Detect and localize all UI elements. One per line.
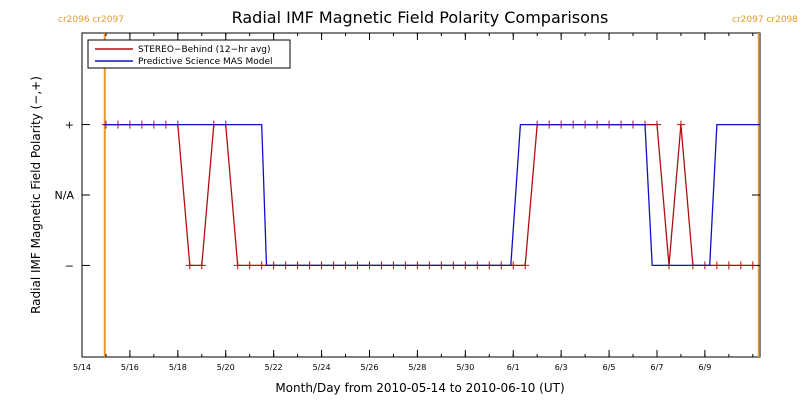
stereo-data-point bbox=[197, 261, 206, 270]
y-tick-label: N/A bbox=[55, 189, 75, 202]
series-layer bbox=[101, 120, 760, 270]
y-tick-label: + bbox=[65, 119, 74, 132]
x-tick-label: 6/7 bbox=[651, 363, 664, 372]
stereo-data-point bbox=[185, 261, 194, 270]
x-tick-label: 5/26 bbox=[361, 363, 379, 372]
stereo-data-point bbox=[521, 261, 530, 270]
x-axis-label: Month/Day from 2010-05-14 to 2010-06-10 … bbox=[275, 381, 564, 395]
carrington-label-0: cr2096 cr2097 bbox=[58, 15, 124, 25]
y-axis-ticks: + N/A − bbox=[55, 119, 760, 272]
x-axis-ticks: 5/14 5/16 5/18 5/20 5/22 5/24 5/26 5/28 5/30 6/1 6… bbox=[73, 33, 754, 372]
legend: STEREO−Behind (12−hr avg) Predictive Scie… bbox=[87, 39, 291, 69]
stereo-data-point bbox=[257, 261, 266, 270]
legend-label: STEREO−Behind (12−hr avg) bbox=[138, 45, 271, 55]
chart-title: Radial IMF Magnetic Field Polarity Compa… bbox=[232, 8, 609, 27]
x-tick-label: 5/24 bbox=[313, 363, 331, 372]
x-tick-label: 5/18 bbox=[169, 363, 187, 372]
y-axis-label: Radial IMF Magnetic Field Polarity (−,+) bbox=[29, 76, 43, 314]
stereo-data-point bbox=[748, 261, 757, 270]
legend-box bbox=[87, 39, 291, 69]
x-tick-label: 5/14 bbox=[73, 363, 91, 372]
y-tick-label: − bbox=[65, 259, 74, 272]
x-tick-label: 6/3 bbox=[555, 363, 568, 372]
stereo-data-point bbox=[712, 261, 721, 270]
stereo-data-point bbox=[652, 120, 661, 129]
x-tick-label: 5/20 bbox=[217, 363, 235, 372]
x-tick-label: 6/1 bbox=[507, 363, 520, 372]
x-tick-label: 6/5 bbox=[603, 363, 616, 372]
series-line-stereo bbox=[106, 123, 753, 267]
x-tick-label: 5/28 bbox=[408, 363, 426, 372]
x-tick-label: 5/22 bbox=[265, 363, 283, 372]
stereo-data-point bbox=[233, 261, 242, 270]
stereo-data-point bbox=[245, 261, 254, 270]
stereo-data-point bbox=[676, 120, 685, 129]
x-tick-label: 6/9 bbox=[698, 363, 711, 372]
carrington-label-1: cr2097 cr2098 bbox=[732, 15, 798, 25]
x-tick-label: 5/30 bbox=[456, 363, 474, 372]
legend-label: Predictive Science MAS Model bbox=[138, 57, 273, 67]
stereo-data-point bbox=[736, 261, 745, 270]
series-line-model bbox=[103, 123, 760, 267]
stereo-data-point bbox=[724, 261, 733, 270]
x-tick-label: 5/16 bbox=[121, 363, 139, 372]
